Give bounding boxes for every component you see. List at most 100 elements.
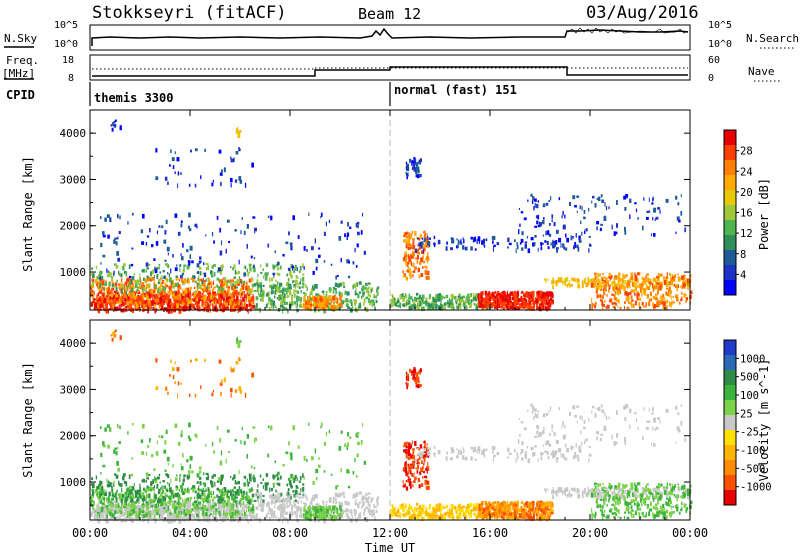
range-cell	[96, 280, 99, 283]
range-cell	[300, 289, 302, 294]
range-cell	[127, 292, 130, 297]
range-cell	[209, 281, 212, 285]
range-cell	[336, 302, 338, 304]
range-cell	[337, 308, 340, 311]
range-cell	[542, 305, 545, 310]
range-cell	[608, 288, 610, 293]
range-cell	[234, 305, 237, 310]
range-cell	[414, 296, 417, 302]
range-cell	[450, 302, 454, 308]
range-cell	[172, 304, 174, 309]
range-cell	[440, 305, 443, 311]
range-cell	[111, 276, 113, 279]
range-cell	[352, 284, 354, 290]
range-cell	[600, 194, 603, 198]
range-cell	[123, 502, 127, 507]
range-cell	[244, 286, 246, 290]
range-cell	[220, 294, 222, 297]
range-cell	[648, 210, 651, 213]
range-cell	[557, 278, 560, 283]
range-cell	[192, 275, 195, 279]
range-cell	[573, 245, 576, 250]
range-cell	[125, 283, 127, 289]
range-cell	[110, 514, 112, 519]
range-cell	[94, 489, 98, 494]
range-cell	[164, 492, 167, 497]
range-cell	[652, 283, 654, 289]
range-cell	[193, 503, 196, 509]
range-cell	[611, 302, 614, 305]
range-cell	[178, 511, 182, 514]
range-cell	[192, 278, 196, 280]
range-cell	[655, 216, 659, 220]
range-cell	[248, 278, 252, 283]
colorbar-tick-label: 28	[740, 146, 753, 158]
range-cell	[197, 296, 200, 300]
range-cell	[312, 270, 315, 275]
range-cell	[599, 294, 602, 298]
range-cell	[245, 297, 247, 301]
range-cell	[360, 230, 363, 235]
range-cell	[440, 295, 443, 301]
range-cell	[105, 497, 108, 501]
nsearch-noise-trace	[567, 27, 689, 34]
range-cell	[412, 301, 414, 305]
range-cell	[546, 291, 548, 297]
range-cell	[186, 497, 190, 502]
range-cell	[572, 195, 576, 200]
range-cell	[90, 513, 94, 517]
range-cell	[105, 301, 108, 306]
range-cell	[288, 289, 292, 293]
range-cell	[103, 289, 105, 293]
range-cell	[163, 298, 167, 303]
range-cell	[283, 293, 286, 299]
range-cell	[332, 295, 335, 301]
range-cell	[156, 298, 160, 302]
range-cell	[218, 508, 221, 512]
range-cell	[108, 497, 110, 501]
range-cell	[417, 297, 419, 300]
range-cell	[162, 511, 165, 515]
range-cell	[234, 499, 238, 504]
range-cell	[516, 244, 519, 250]
range-cell	[407, 236, 411, 240]
range-cell	[483, 245, 486, 248]
y-tick-label: 4000	[60, 127, 87, 140]
range-cell	[356, 308, 358, 313]
range-cell	[587, 276, 589, 282]
range-cell	[534, 202, 536, 208]
noise-right-tick-bottom: 10^0	[708, 39, 732, 50]
range-cell	[108, 281, 111, 287]
range-cell	[236, 128, 238, 133]
range-cell	[105, 511, 108, 516]
range-cell	[443, 302, 447, 306]
range-cell	[621, 279, 624, 284]
range-cell	[126, 300, 129, 305]
range-cell	[568, 280, 570, 283]
range-cell	[178, 510, 180, 515]
range-cell	[146, 235, 150, 238]
power-y-axis-label: Slant Range [km]	[21, 156, 35, 272]
range-cell	[409, 246, 412, 250]
range-cell	[497, 295, 500, 298]
range-cell	[192, 488, 196, 490]
range-cell	[168, 497, 171, 503]
range-cell	[633, 284, 635, 288]
range-cell	[416, 249, 419, 254]
range-cell	[222, 286, 225, 289]
range-cell	[605, 206, 608, 211]
colorbar-swatch	[724, 220, 736, 236]
range-cell	[141, 213, 145, 219]
range-cell	[227, 286, 230, 290]
range-cell	[408, 266, 410, 271]
range-cell	[101, 297, 103, 301]
range-cell	[423, 301, 426, 305]
range-cell	[119, 127, 122, 131]
range-cell	[276, 288, 280, 293]
range-cell	[348, 275, 351, 279]
range-cell	[521, 247, 524, 251]
range-cell	[171, 289, 173, 293]
range-cell	[614, 288, 616, 292]
range-cell	[127, 294, 130, 300]
range-cell	[242, 516, 245, 519]
